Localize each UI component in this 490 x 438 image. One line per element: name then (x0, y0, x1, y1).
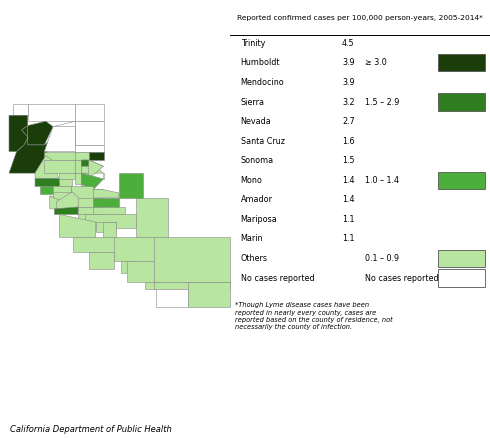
Polygon shape (53, 192, 72, 201)
Text: Reported confirmed cases per 100,000 person-years, 2005-2014*: Reported confirmed cases per 100,000 per… (237, 15, 483, 21)
FancyBboxPatch shape (438, 172, 485, 189)
Text: No cases reported: No cases reported (241, 273, 314, 283)
Polygon shape (28, 104, 75, 121)
Polygon shape (89, 252, 114, 269)
Text: Mendocino: Mendocino (241, 78, 284, 87)
Text: 3.9: 3.9 (342, 58, 355, 67)
FancyBboxPatch shape (438, 250, 485, 267)
Polygon shape (75, 104, 104, 121)
Polygon shape (78, 207, 103, 215)
Polygon shape (188, 282, 230, 307)
Polygon shape (136, 198, 168, 237)
Polygon shape (81, 184, 103, 193)
Text: *Though Lyme disease cases have been
reported in nearly every county, cases are
: *Though Lyme disease cases have been rep… (236, 303, 393, 330)
Polygon shape (154, 282, 230, 289)
Polygon shape (89, 152, 104, 160)
Text: California Department of Public Health: California Department of Public Health (10, 424, 172, 434)
Text: 1.5: 1.5 (342, 156, 355, 165)
Polygon shape (44, 127, 75, 152)
Polygon shape (93, 190, 119, 198)
Polygon shape (59, 173, 75, 179)
Polygon shape (96, 222, 116, 232)
Text: 1.1: 1.1 (342, 215, 354, 224)
Text: 3.2: 3.2 (342, 98, 355, 106)
Polygon shape (85, 215, 136, 229)
Polygon shape (35, 179, 63, 187)
Text: Nevada: Nevada (241, 117, 271, 126)
Text: 1.5 – 2.9: 1.5 – 2.9 (366, 98, 400, 106)
Text: Sonoma: Sonoma (241, 156, 274, 165)
Text: Trinity: Trinity (241, 39, 265, 48)
Text: ≥ 3.0: ≥ 3.0 (366, 58, 387, 67)
FancyBboxPatch shape (438, 269, 485, 286)
Text: 1.4: 1.4 (342, 176, 354, 185)
Polygon shape (81, 160, 89, 173)
FancyBboxPatch shape (438, 93, 485, 110)
Polygon shape (53, 187, 71, 194)
Polygon shape (54, 207, 78, 215)
Polygon shape (75, 160, 81, 173)
Polygon shape (9, 115, 28, 152)
Polygon shape (119, 173, 143, 198)
Polygon shape (59, 179, 72, 187)
Polygon shape (88, 160, 103, 179)
Polygon shape (71, 187, 93, 201)
Polygon shape (81, 160, 103, 173)
Polygon shape (40, 187, 53, 194)
Polygon shape (121, 261, 134, 272)
Text: 0.1 – 0.9: 0.1 – 0.9 (366, 254, 399, 263)
Polygon shape (114, 237, 155, 261)
Polygon shape (155, 289, 188, 307)
Polygon shape (154, 237, 230, 282)
Polygon shape (81, 173, 103, 190)
Polygon shape (81, 160, 103, 166)
Polygon shape (73, 237, 116, 252)
Text: Amador: Amador (241, 195, 273, 204)
Text: 1.4: 1.4 (342, 195, 354, 204)
Text: 1.1: 1.1 (342, 234, 354, 244)
Polygon shape (44, 152, 75, 160)
Polygon shape (44, 121, 75, 145)
Polygon shape (13, 104, 28, 115)
Polygon shape (56, 192, 82, 209)
Polygon shape (78, 198, 103, 207)
Polygon shape (75, 152, 89, 160)
Text: Mono: Mono (241, 176, 263, 185)
Text: 4.5: 4.5 (342, 39, 355, 48)
Polygon shape (49, 196, 63, 209)
Polygon shape (93, 207, 125, 215)
Text: Humboldt: Humboldt (241, 58, 280, 67)
Polygon shape (75, 145, 104, 152)
Polygon shape (78, 215, 96, 222)
Text: Sierra: Sierra (241, 98, 265, 106)
Polygon shape (145, 282, 159, 289)
Polygon shape (59, 215, 96, 237)
Text: 1.0 – 1.4: 1.0 – 1.4 (366, 176, 399, 185)
Polygon shape (28, 121, 53, 145)
Polygon shape (75, 121, 104, 145)
Text: Others: Others (241, 254, 268, 263)
Polygon shape (93, 198, 119, 207)
Polygon shape (9, 126, 52, 173)
Text: Marin: Marin (241, 234, 263, 244)
Polygon shape (103, 222, 116, 237)
Polygon shape (126, 261, 154, 282)
Polygon shape (49, 194, 53, 196)
Polygon shape (35, 156, 59, 179)
Text: Santa Cruz: Santa Cruz (241, 137, 285, 146)
FancyBboxPatch shape (438, 54, 485, 71)
Polygon shape (75, 173, 81, 184)
Text: 1.6: 1.6 (342, 137, 354, 146)
Text: 3.9: 3.9 (342, 78, 355, 87)
Text: 2.7: 2.7 (342, 117, 355, 126)
Text: Mariposa: Mariposa (241, 215, 277, 224)
Polygon shape (44, 160, 75, 173)
Polygon shape (103, 173, 104, 179)
Text: No cases reported: No cases reported (366, 273, 439, 283)
